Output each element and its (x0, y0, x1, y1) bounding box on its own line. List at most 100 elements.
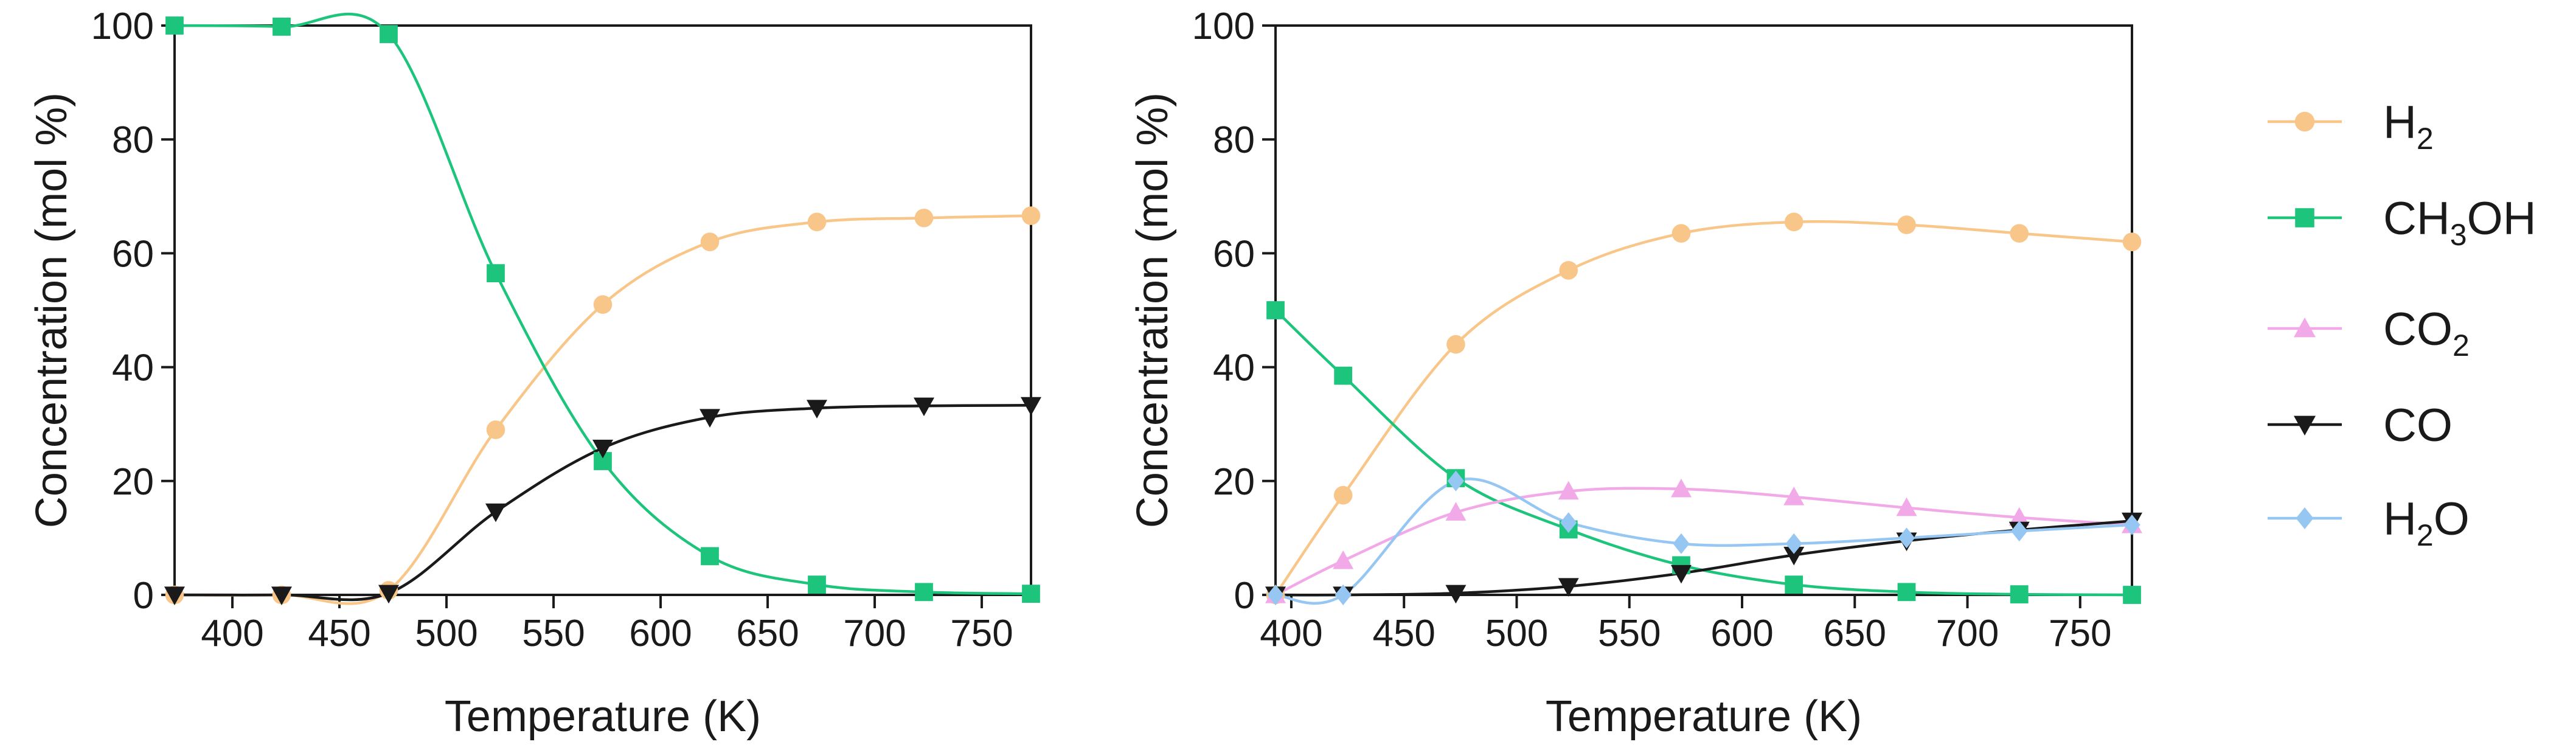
y-tick-label: 100 (1192, 5, 1255, 47)
data-point-co2 (1445, 502, 1467, 521)
data-point-ch3oh (701, 547, 719, 566)
data-point-h2 (1672, 224, 1691, 243)
series-line-co2 (1274, 487, 2133, 597)
x-tick-label: 750 (950, 613, 1013, 655)
y-tick-label: 80 (1213, 119, 1255, 161)
legend-label: H2O (2383, 493, 2470, 552)
data-point-co (592, 439, 613, 459)
legend-marker-co (2294, 415, 2316, 436)
data-point-co (700, 409, 720, 428)
legend-label: CO2 (2383, 304, 2470, 363)
data-point-co (164, 586, 185, 605)
y-tick-label: 20 (1213, 461, 1255, 503)
series-lines (1274, 220, 2133, 605)
x-axis-label: Temperature (K) (445, 692, 761, 741)
legend-item-co: CO (2268, 400, 2453, 451)
data-point-ch3oh (1785, 575, 1804, 594)
legend-item-co2: CO2 (2268, 304, 2470, 363)
data-point-co2 (1896, 497, 1917, 516)
series-line-h2o (1275, 477, 2133, 605)
data-point-ch3oh (2010, 585, 2029, 603)
y-tick-label: 0 (1234, 575, 1255, 617)
x-tick-label: 400 (1260, 613, 1322, 655)
y-tick-label: 40 (112, 347, 154, 389)
data-point-h2 (1784, 212, 1804, 232)
data-point-h2o (1447, 470, 1465, 491)
legend-item-ch3oh: CH3OH (2268, 193, 2536, 252)
data-point-co (1670, 564, 1692, 584)
y-tick-label: 40 (1213, 347, 1255, 389)
y-tick-label: 60 (112, 233, 154, 275)
series-line-ch3oh (174, 12, 1032, 595)
x-tick-label: 550 (1598, 613, 1661, 655)
data-point-h2o (1785, 533, 1802, 554)
x-tick-label: 550 (522, 613, 585, 655)
series-line-co (174, 404, 1032, 602)
x-axis-label: Temperature (K) (1546, 692, 1862, 741)
data-point-co (807, 400, 827, 418)
x-tick-label: 700 (1936, 613, 1999, 655)
data-point-ch3oh (165, 16, 184, 35)
x-tick-label: 700 (843, 613, 906, 655)
legend-item-h2o: H2O (2268, 493, 2470, 552)
x-tick-label: 650 (736, 613, 799, 655)
chart-panel-right: 0 20 40 60 80 100 400 450 500 550 600 650 700 750 Temp… (1128, 5, 2142, 741)
y-tick-label: 0 (133, 575, 154, 617)
data-point-h2o (1560, 512, 1577, 533)
data-point-h2 (1333, 485, 1353, 505)
legend-marker-ch3oh (2295, 208, 2314, 227)
data-point-ch3oh (1266, 301, 1285, 319)
data-point-co2 (1333, 550, 1354, 569)
x-tick-label: 450 (1372, 613, 1435, 655)
data-point-co2 (1783, 487, 1805, 505)
data-point-co (1021, 397, 1041, 416)
series-markers (1265, 212, 2142, 605)
data-point-h2 (2122, 232, 2142, 251)
data-point-h2o (1267, 585, 1284, 605)
legend-label: H2 (2383, 97, 2434, 156)
x-tick-label: 600 (629, 613, 692, 655)
data-point-ch3oh (273, 17, 291, 36)
data-point-h2 (1897, 215, 1916, 234)
x-tick-label: 500 (1485, 613, 1548, 655)
legend-item-h2: H2 (2268, 97, 2434, 156)
data-point-ch3oh (1334, 366, 1353, 385)
series-line-h2 (1274, 220, 2133, 596)
x-tick-label: 600 (1710, 613, 1773, 655)
data-point-co2 (1558, 481, 1579, 500)
data-point-ch3oh (1897, 583, 1916, 602)
data-point-h2 (1021, 206, 1041, 225)
data-point-co (271, 586, 292, 605)
data-point-co2 (2008, 507, 2030, 526)
data-point-co (485, 503, 506, 523)
data-point-h2o (1335, 585, 1352, 605)
data-point-co (914, 397, 934, 417)
legend-marker-h2 (2294, 111, 2315, 132)
data-point-h2 (486, 420, 505, 439)
data-point-ch3oh (915, 583, 933, 602)
data-point-h2 (914, 209, 934, 227)
x-tick-label: 750 (2049, 613, 2111, 655)
data-point-co (1558, 578, 1579, 597)
data-point-ch3oh (808, 575, 826, 594)
legend: H2 CH3OH CO2 CO H2O (2268, 97, 2536, 552)
data-point-ch3oh (380, 25, 398, 43)
legend-label: CO (2383, 400, 2453, 451)
series-line-ch3oh (1274, 309, 2133, 597)
data-point-co (1445, 585, 1467, 604)
y-axis-label: Concentration (mol %) (1128, 92, 1177, 528)
data-point-co2 (1670, 478, 1692, 498)
plot-frame (173, 24, 1032, 596)
y-tick-label: 80 (112, 119, 154, 161)
data-point-h2 (807, 212, 827, 232)
chart-panel-left: 0 20 40 60 80 100 400 450 500 550 600 650 700 750 Temp… (27, 5, 1041, 741)
series-line-h2 (174, 214, 1032, 605)
data-point-h2 (2010, 224, 2029, 243)
data-point-ch3oh (1022, 585, 1040, 603)
x-tick-label: 500 (415, 613, 477, 655)
data-point-ch3oh (487, 264, 505, 283)
x-tick-label: 450 (308, 613, 370, 655)
data-point-h2o (2123, 514, 2140, 535)
series-markers (164, 16, 1041, 605)
